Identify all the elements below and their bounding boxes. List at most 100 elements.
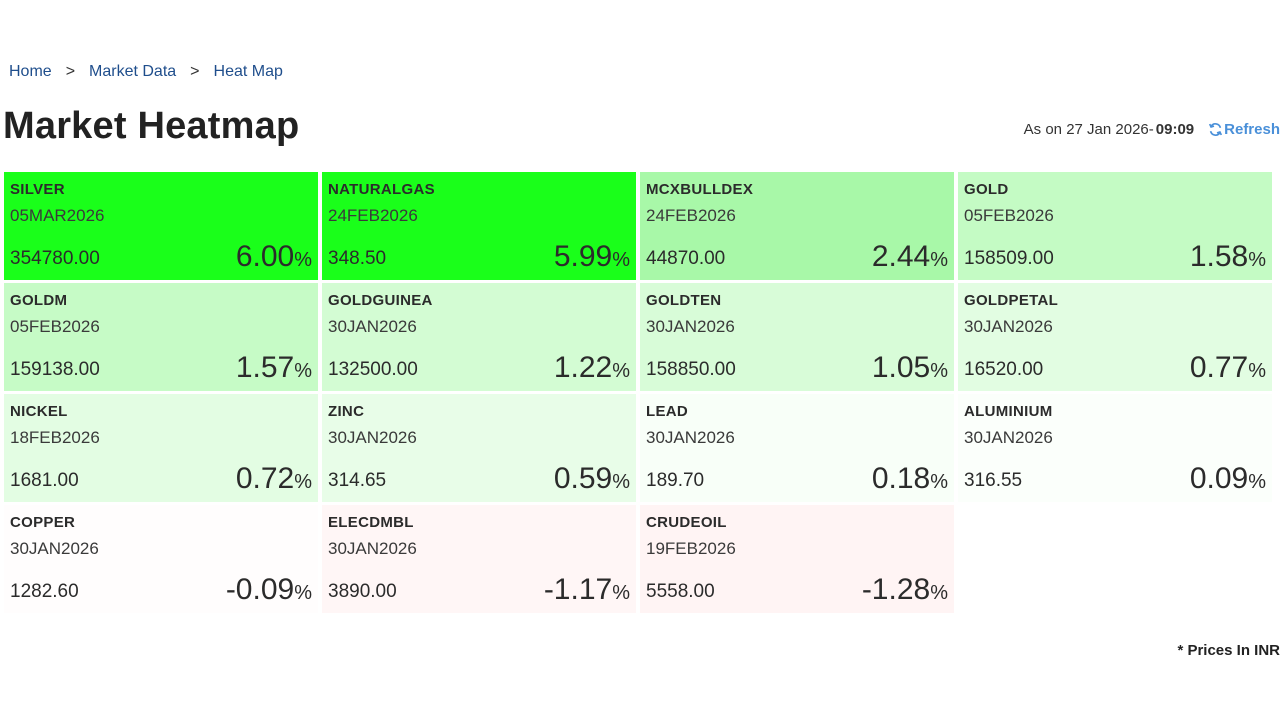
tile-change-value: 1.05 xyxy=(871,351,931,384)
tile-symbol: MCXBULLDEX xyxy=(646,181,754,198)
tile-expiry: 24FEB2026 xyxy=(328,206,418,225)
percent-sign: % xyxy=(930,249,948,271)
tile-change: 6.00% xyxy=(236,240,312,274)
percent-sign: % xyxy=(930,582,948,604)
tile-price: 314.65 xyxy=(328,470,387,491)
tile-change: 1.22% xyxy=(554,351,630,385)
tile-expiry: 30JAN2026 xyxy=(10,539,99,558)
tile-price: 3890.00 xyxy=(328,581,397,602)
tile-symbol: GOLDM xyxy=(10,292,68,309)
tile-symbol: ELECDMBL xyxy=(328,514,414,531)
tile-change: 1.58% xyxy=(1190,240,1266,274)
tile-change: -0.09% xyxy=(226,573,312,607)
tile-symbol: NATURALGAS xyxy=(328,181,435,198)
heatmap-tile-nickel[interactable]: NICKEL 18FEB2026 1681.00 0.72% xyxy=(4,394,318,502)
tile-price: 354780.00 xyxy=(10,248,100,269)
tile-expiry: 30JAN2026 xyxy=(964,317,1053,336)
tile-price: 159138.00 xyxy=(10,359,100,380)
tile-change-value: 2.44 xyxy=(871,240,931,273)
as-of-time: 09:09 xyxy=(1155,121,1195,138)
percent-sign: % xyxy=(1248,360,1266,382)
tile-expiry: 30JAN2026 xyxy=(646,317,735,336)
tile-expiry: 05FEB2026 xyxy=(10,317,100,336)
tile-change-value: 0.18 xyxy=(871,462,931,495)
heatmap-tile-elecdmbl[interactable]: ELECDMBL 30JAN2026 3890.00 -1.17% xyxy=(322,505,636,613)
tile-price: 348.50 xyxy=(328,248,387,269)
tile-symbol: SILVER xyxy=(10,181,65,198)
tile-change-value: 5.99 xyxy=(553,240,613,273)
percent-sign: % xyxy=(612,471,630,493)
tile-price: 1282.60 xyxy=(10,581,79,602)
tile-change-value: 6.00 xyxy=(235,240,295,273)
tile-price: 132500.00 xyxy=(328,359,418,380)
heatmap-tile-lead[interactable]: LEAD 30JAN2026 189.70 0.18% xyxy=(640,394,954,502)
tile-expiry: 30JAN2026 xyxy=(964,428,1053,447)
percent-sign: % xyxy=(612,360,630,382)
breadcrumb-heat-map-link[interactable]: Heat Map xyxy=(213,63,283,80)
tile-symbol: ALUMINIUM xyxy=(964,403,1053,420)
percent-sign: % xyxy=(1248,249,1266,271)
heatmap-tile-naturalgas[interactable]: NATURALGAS 24FEB2026 348.50 5.99% xyxy=(322,172,636,280)
tile-price: 16520.00 xyxy=(964,359,1044,380)
heatmap-tile-goldm[interactable]: GOLDM 05FEB2026 159138.00 1.57% xyxy=(4,283,318,391)
tile-symbol: CRUDEOIL xyxy=(646,514,727,531)
tile-expiry: 05MAR2026 xyxy=(10,206,105,225)
refresh-icon xyxy=(1209,123,1223,136)
heatmap-tile-zinc[interactable]: ZINC 30JAN2026 314.65 0.59% xyxy=(322,394,636,502)
tile-price: 316.55 xyxy=(964,470,1023,491)
tile-change-value: 0.59 xyxy=(553,462,613,495)
breadcrumb: Home > Market Data > Heat Map xyxy=(9,63,283,81)
tile-change: 1.57% xyxy=(236,351,312,385)
tile-price: 158850.00 xyxy=(646,359,736,380)
tile-change-value: 1.58 xyxy=(1189,240,1249,273)
tile-change: 2.44% xyxy=(872,240,948,274)
heatmap-tile-goldguinea[interactable]: GOLDGUINEA 30JAN2026 132500.00 1.22% xyxy=(322,283,636,391)
percent-sign: % xyxy=(294,360,312,382)
heatmap-tile-goldten[interactable]: GOLDTEN 30JAN2026 158850.00 1.05% xyxy=(640,283,954,391)
tile-price: 1681.00 xyxy=(10,470,79,491)
tile-symbol: NICKEL xyxy=(10,403,68,420)
percent-sign: % xyxy=(930,471,948,493)
heatmap-tile-crudeoil[interactable]: CRUDEOIL 19FEB2026 5558.00 -1.28% xyxy=(640,505,954,613)
heatmap-tile-copper[interactable]: COPPER 30JAN2026 1282.60 -0.09% xyxy=(4,505,318,613)
tile-change-value: 1.57 xyxy=(235,351,295,384)
tile-change-value: -1.28 xyxy=(861,573,931,606)
heatmap-tile-mcxbulldex[interactable]: MCXBULLDEX 24FEB2026 44870.00 2.44% xyxy=(640,172,954,280)
tile-expiry: 24FEB2026 xyxy=(646,206,736,225)
tile-symbol: GOLDTEN xyxy=(646,292,722,309)
tile-price: 5558.00 xyxy=(646,581,715,602)
tile-expiry: 30JAN2026 xyxy=(328,539,417,558)
tile-symbol: LEAD xyxy=(646,403,689,420)
tile-price: 189.70 xyxy=(646,470,705,491)
percent-sign: % xyxy=(930,360,948,382)
refresh-label: Refresh xyxy=(1224,121,1280,138)
breadcrumb-market-data-link[interactable]: Market Data xyxy=(89,63,177,80)
percent-sign: % xyxy=(294,582,312,604)
percent-sign: % xyxy=(294,471,312,493)
as-of-timestamp: As on 27 Jan 2026- 09:09 Refresh xyxy=(1024,121,1280,138)
refresh-button[interactable]: Refresh xyxy=(1208,121,1280,138)
tile-change: 0.09% xyxy=(1190,462,1266,496)
tile-change-value: 0.77 xyxy=(1189,351,1249,384)
tile-change: 5.99% xyxy=(554,240,630,274)
heatmap-tile-goldpetal[interactable]: GOLDPETAL 30JAN2026 16520.00 0.77% xyxy=(958,283,1272,391)
tile-symbol: GOLDGUINEA xyxy=(328,292,433,309)
heatmap-tile-aluminium[interactable]: ALUMINIUM 30JAN2026 316.55 0.09% xyxy=(958,394,1272,502)
page-title: Market Heatmap xyxy=(3,105,300,147)
tile-expiry: 30JAN2026 xyxy=(328,317,417,336)
heatmap-tile-gold[interactable]: GOLD 05FEB2026 158509.00 1.58% xyxy=(958,172,1272,280)
tile-change: 1.05% xyxy=(872,351,948,385)
breadcrumb-separator: > xyxy=(190,63,200,80)
tile-price: 158509.00 xyxy=(964,248,1054,269)
tile-change: 0.72% xyxy=(236,462,312,496)
tile-change: -1.17% xyxy=(544,573,630,607)
breadcrumb-home-link[interactable]: Home xyxy=(9,63,52,80)
tile-symbol: COPPER xyxy=(10,514,76,531)
tile-change: 0.59% xyxy=(554,462,630,496)
tile-expiry: 30JAN2026 xyxy=(646,428,735,447)
as-of-label: As on 27 Jan 2026- xyxy=(1023,121,1154,138)
heatmap-tile-silver[interactable]: SILVER 05MAR2026 354780.00 6.00% xyxy=(4,172,318,280)
percent-sign: % xyxy=(294,249,312,271)
currency-note: * Prices In INR xyxy=(1177,642,1280,659)
